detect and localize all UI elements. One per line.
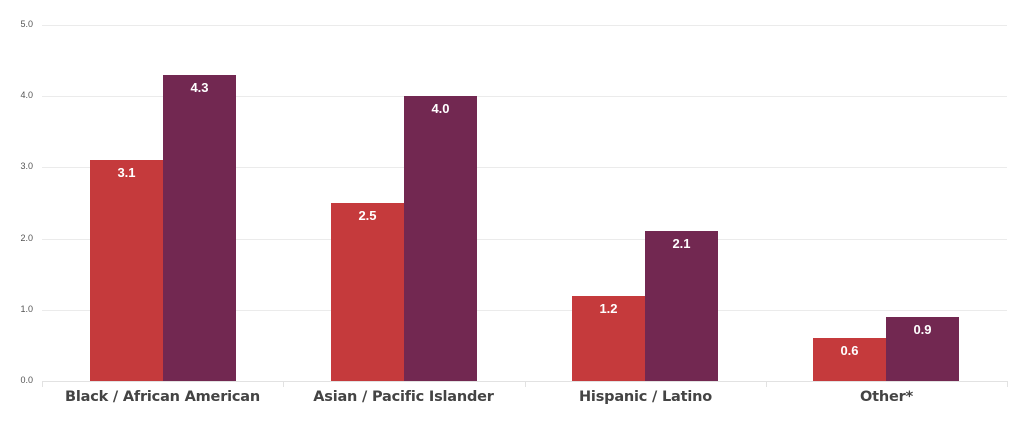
gridline bbox=[42, 239, 1007, 240]
x-axis-divider bbox=[766, 381, 767, 387]
bar-value-label: 1.2 bbox=[599, 301, 618, 316]
x-category-label: Black / African American bbox=[64, 389, 261, 405]
bar-value-label: 2.5 bbox=[358, 208, 377, 223]
bar-2: 4.0 bbox=[404, 96, 477, 381]
gridline bbox=[42, 310, 1007, 311]
x-axis-line bbox=[42, 381, 1007, 382]
y-tick-label: 5.0 bbox=[20, 19, 33, 29]
y-tick-label: 2.0 bbox=[20, 233, 33, 243]
bar-value-label: 0.6 bbox=[840, 343, 859, 358]
bar-1: 3.1 bbox=[90, 160, 163, 381]
gridline bbox=[42, 25, 1007, 26]
x-axis-divider bbox=[283, 381, 284, 387]
gridline bbox=[42, 167, 1007, 168]
x-axis-tick bbox=[1007, 381, 1008, 387]
bar-2: 0.9 bbox=[886, 317, 959, 381]
y-tick-label: 4.0 bbox=[20, 90, 33, 100]
bar-value-label: 4.0 bbox=[431, 101, 450, 116]
x-axis-tick bbox=[42, 381, 43, 387]
y-tick-label: 3.0 bbox=[20, 161, 33, 171]
x-axis-divider bbox=[525, 381, 526, 387]
y-tick-label: 0.0 bbox=[20, 375, 33, 385]
gridline bbox=[42, 96, 1007, 97]
x-category-label: Other* bbox=[860, 389, 913, 405]
bar-1: 0.6 bbox=[813, 338, 886, 381]
x-category-label: Hispanic / Latino bbox=[579, 389, 712, 405]
bar-value-label: 4.3 bbox=[190, 80, 209, 95]
y-tick-label: 1.0 bbox=[20, 304, 33, 314]
bar-value-label: 0.9 bbox=[913, 322, 932, 337]
bar-1: 2.5 bbox=[331, 203, 404, 381]
bar-value-label: 3.1 bbox=[117, 165, 136, 180]
bar-1: 1.2 bbox=[572, 296, 645, 381]
bar-2: 4.3 bbox=[163, 75, 236, 381]
bar-value-label: 2.1 bbox=[672, 236, 691, 251]
bar-2: 2.1 bbox=[645, 231, 718, 381]
x-category-label: Asian / Pacific Islander bbox=[313, 389, 494, 405]
